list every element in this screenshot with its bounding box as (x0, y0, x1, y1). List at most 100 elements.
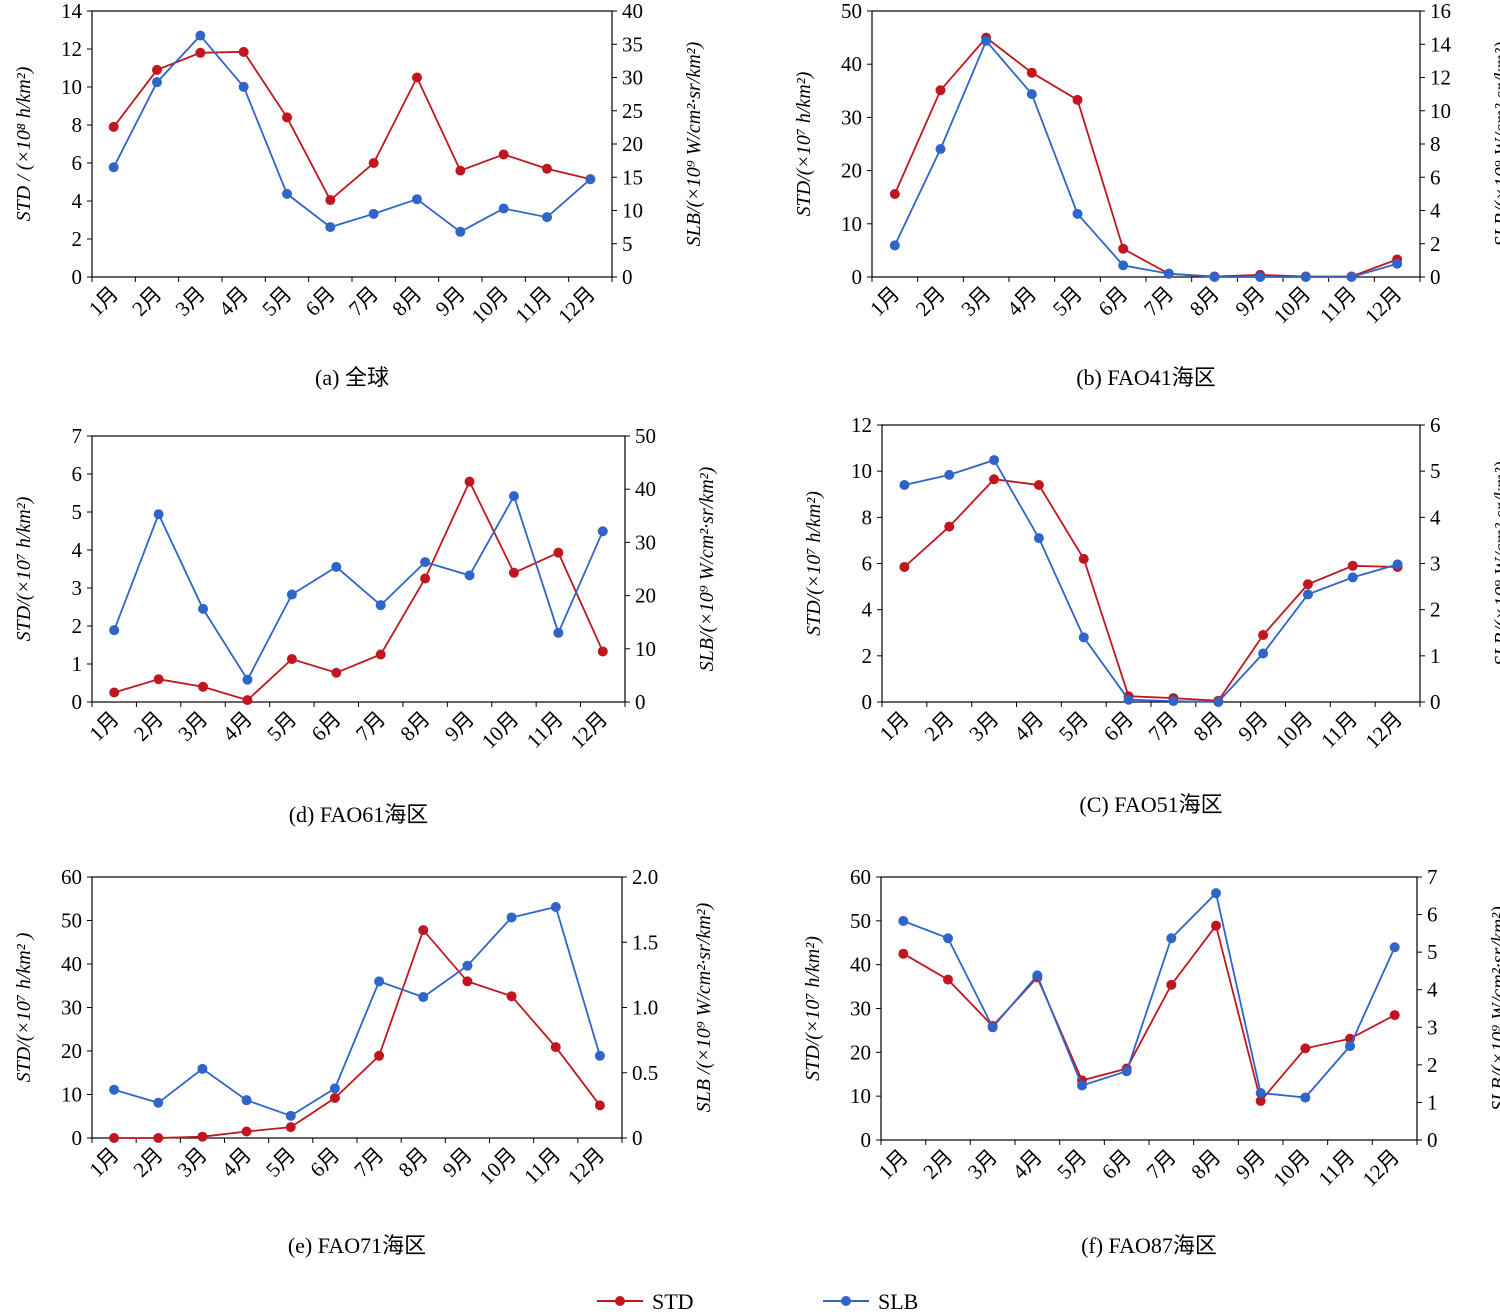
data-point-slb (152, 77, 162, 88)
left-tick-label: 30 (841, 105, 862, 129)
left-tick-label: 10 (841, 212, 862, 236)
right-tick-label: 0 (635, 690, 646, 714)
data-point-std (1347, 560, 1358, 571)
right-tick-label: 4 (1430, 505, 1441, 529)
data-point-slb (153, 1097, 164, 1108)
left-tick-label: 30 (61, 996, 82, 1020)
data-point-slb (1123, 694, 1134, 705)
x-tick-label: 3月 (173, 707, 212, 746)
plot-frame (91, 876, 623, 1139)
x-tick-label: 2月 (920, 707, 959, 746)
data-point-slb (198, 603, 209, 614)
x-tick-label: 6月 (1093, 282, 1132, 321)
right-tick-label: 40 (635, 477, 656, 501)
left-tick-label: 14 (61, 0, 83, 23)
x-tick-label: 2月 (129, 707, 168, 746)
right-tick-label: 30 (635, 530, 656, 554)
left-tick-label: 4 (72, 538, 83, 562)
data-point-std (420, 573, 431, 584)
left-tick-label: 10 (850, 1084, 871, 1108)
data-point-slb (1392, 559, 1403, 570)
legend-slb-marker (841, 1296, 851, 1306)
right-tick-label: 35 (622, 32, 643, 56)
data-point-slb (498, 203, 509, 214)
x-tick-label: 5月 (257, 282, 296, 321)
panel-caption: (a) 全球 (315, 365, 389, 390)
series-line-slb (902, 891, 1396, 1099)
panel-caption: (d) FAO61海区 (289, 802, 429, 827)
data-point-slb (1345, 1041, 1355, 1052)
x-tick-label: 10月 (474, 1143, 521, 1190)
left-tick-label: 5 (72, 500, 83, 524)
data-point-slb (375, 600, 386, 611)
x-tick-label: 9月 (1230, 282, 1269, 321)
x-tick-label: 4月 (218, 707, 257, 746)
chart-panel-3: 0 1 2 3 4 5 6 7 0 10 20 30 40 50 1月 2月 3月 4月 5月 6月 7月 8月 9月10月… (13, 424, 718, 827)
right-tick-label: 14 (1430, 32, 1452, 56)
data-point-std (542, 163, 552, 174)
data-point-std (1166, 979, 1177, 990)
data-point-slb (935, 143, 946, 154)
right-tick-label: 8 (1430, 132, 1441, 156)
x-tick-label: 12月 (563, 1143, 610, 1190)
legend-slb-label: SLB (878, 1289, 918, 1312)
x-tick-label: 12月 (1360, 282, 1407, 329)
x-tick-label: 2月 (911, 282, 950, 321)
x-tick-label: 10月 (477, 707, 524, 754)
data-point-std (899, 561, 910, 572)
right-axis-title: SLB/(×10⁹ W/cm²·sr/km²) (683, 41, 705, 246)
right-tick-label: 2 (1430, 598, 1441, 622)
x-tick-label: 10月 (1269, 282, 1316, 329)
x-tick-label: 6月 (301, 282, 340, 321)
left-tick-label: 0 (861, 1128, 872, 1152)
right-tick-label: 0.5 (632, 1061, 658, 1085)
left-axis-title: STD / (×10⁸ h/km²) (13, 66, 35, 221)
data-point-slb (368, 208, 379, 219)
right-tick-label: 12 (1430, 66, 1451, 90)
right-tick-label: 5 (1427, 940, 1438, 964)
data-point-slb (1392, 258, 1403, 269)
x-tick-label: 8月 (394, 1143, 433, 1182)
x-tick-label: 7月 (344, 282, 383, 321)
left-tick-label: 60 (850, 865, 871, 889)
left-tick-label: 60 (61, 865, 82, 889)
data-point-slb (1346, 272, 1357, 282)
x-tick-label: 1月 (84, 1143, 123, 1182)
x-tick-label: 2月 (129, 1143, 168, 1182)
right-tick-label: 5 (622, 232, 633, 256)
x-tick-label: 7月 (1144, 707, 1183, 746)
data-point-slb (1166, 933, 1177, 944)
data-point-std (498, 149, 509, 160)
panel-caption: (b) FAO41海区 (1076, 365, 1216, 390)
data-point-std (508, 567, 519, 578)
data-point-slb (594, 1050, 605, 1061)
data-point-std (242, 695, 253, 706)
right-tick-label: 6 (1427, 903, 1438, 927)
data-point-slb (1209, 272, 1220, 282)
left-tick-label: 50 (841, 0, 862, 23)
right-tick-label: 2 (1430, 232, 1441, 256)
data-point-slb (1300, 272, 1311, 282)
data-point-std (1078, 553, 1089, 564)
data-point-slb (195, 30, 206, 41)
data-point-std (506, 991, 517, 1002)
right-tick-label: 1 (1430, 644, 1441, 668)
left-tick-label: 0 (72, 1126, 83, 1150)
left-tick-label: 4 (862, 598, 873, 622)
data-point-std (594, 1100, 605, 1111)
data-point-std (553, 547, 564, 558)
right-tick-label: 0 (1430, 265, 1441, 289)
legend: STD SLB (597, 1289, 918, 1312)
x-tick-label: 7月 (351, 707, 390, 746)
data-point-slb (944, 469, 955, 480)
left-tick-label: 4 (72, 189, 83, 213)
data-point-std (1118, 243, 1129, 254)
right-tick-label: 15 (622, 165, 643, 189)
left-tick-label: 40 (841, 52, 862, 76)
x-tick-label: 12月 (566, 707, 613, 754)
data-point-std (1255, 1095, 1266, 1106)
right-tick-label: 3 (1427, 1015, 1438, 1039)
left-tick-label: 0 (72, 690, 83, 714)
data-point-std (282, 112, 292, 123)
data-point-slb (412, 194, 422, 205)
